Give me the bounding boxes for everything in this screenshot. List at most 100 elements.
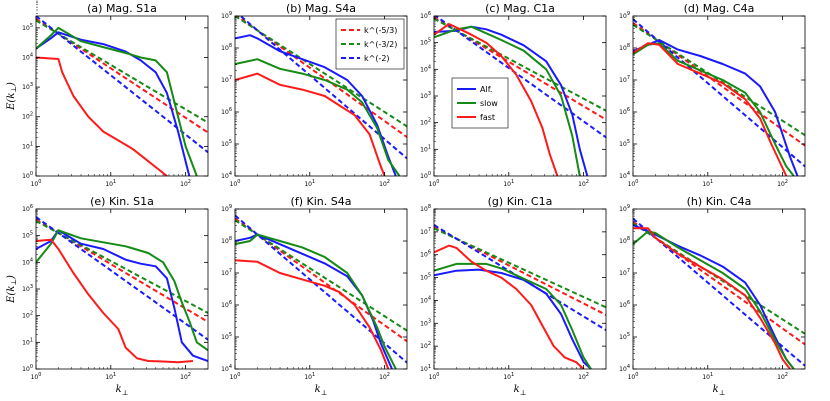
series-fast <box>434 244 585 369</box>
series-slow <box>36 26 198 176</box>
ref-line-k-2 <box>36 216 208 341</box>
y-tick-label: 105 <box>221 332 232 341</box>
y-tick-label: 107 <box>221 75 232 84</box>
panel-title: (c) Mag. C1a <box>485 2 555 15</box>
x-axis-label: k⊥ <box>116 384 129 397</box>
y-tick-label: 104 <box>221 364 232 373</box>
series-alf <box>235 34 397 176</box>
y-tick-label: 106 <box>221 300 232 309</box>
y-tick-label: 108 <box>619 43 630 52</box>
panel-title: (b) Mag. S4a <box>286 2 356 15</box>
panel-title: (a) Mag. S1a <box>87 2 157 15</box>
y-tick-label: 107 <box>420 227 431 236</box>
x-tick-label: 102 <box>578 372 589 381</box>
series-slow <box>235 233 397 369</box>
y-tick-label: 106 <box>420 11 431 20</box>
x-tick-label: 102 <box>379 179 390 188</box>
legend-power-laws: k^(-5/3) k^(-3/2) k^(-2) <box>335 18 405 70</box>
y-tick-label: 103 <box>22 284 33 293</box>
plot-frame <box>632 15 806 177</box>
y-tick-label: 105 <box>420 273 431 282</box>
series-fast <box>36 56 168 176</box>
y-tick-label: 100 <box>22 171 33 180</box>
series-slow <box>235 58 401 176</box>
ref-line-k-2 <box>434 16 606 139</box>
y-tick-label: 101 <box>22 141 33 150</box>
x-tick-label: 101 <box>503 179 514 188</box>
y-tick-label: 103 <box>420 91 431 100</box>
y-tick-label: 109 <box>221 204 232 213</box>
x-tick-label: 102 <box>777 179 788 188</box>
series-slow <box>434 25 581 176</box>
y-tick-label: 105 <box>221 139 232 148</box>
x-tick-label: 100 <box>429 372 440 381</box>
plot-frame <box>234 208 408 370</box>
y-tick-label: 104 <box>420 64 431 73</box>
series-alf <box>36 229 208 362</box>
x-tick-label: 100 <box>628 179 639 188</box>
panel-title: (f) Kin. S4a <box>291 195 352 208</box>
panel-title: (g) Kin. C1a <box>488 195 553 208</box>
panel-6: (f) Kin. S4a 104 105 106 107 108 109 100 101 102 k… <box>221 195 408 397</box>
plot-frame <box>234 15 408 177</box>
y-tick-label: 102 <box>22 311 33 320</box>
series-fast <box>633 227 791 369</box>
y-tick-label: 101 <box>420 144 431 153</box>
x-axis-label: k⊥ <box>315 384 328 397</box>
x-tick-label: 102 <box>180 372 191 381</box>
x-tick-label: 102 <box>180 179 191 188</box>
series-alf <box>36 31 191 176</box>
x-tick-label: 100 <box>230 179 241 188</box>
y-tick-label: 101 <box>420 364 431 373</box>
y-tick-label: 106 <box>619 107 630 116</box>
y-tick-label: 102 <box>420 341 431 350</box>
panel-title: (e) Kin. S1a <box>90 195 154 208</box>
y-tick-label: 107 <box>619 268 630 277</box>
panel-3: (c) Mag. C1a 100 101 102 103 104 105 106 100 101 1… <box>420 2 607 188</box>
x-tick-label: 101 <box>702 372 713 381</box>
series-slow <box>633 42 795 176</box>
y-tick-label: 108 <box>221 43 232 52</box>
y-tick-label: 104 <box>22 257 33 266</box>
y-tick-label: 102 <box>22 112 33 121</box>
series-fast <box>633 42 788 176</box>
y-tick-label: 100 <box>420 171 431 180</box>
ref-line-k-2 <box>36 16 208 154</box>
legend-label: k^(-5/3) <box>364 26 397 35</box>
series-fast <box>36 238 194 364</box>
panel-4: (d) Mag. C4a 104 105 106 107 108 109 100 101 102 <box>619 2 806 188</box>
x-tick-label: 101 <box>105 372 116 381</box>
y-tick-label: 104 <box>619 171 630 180</box>
series-fast <box>235 72 386 176</box>
y-tick-label: 101 <box>22 337 33 346</box>
x-tick-label: 101 <box>105 179 116 188</box>
y-tick-label: 105 <box>22 231 33 240</box>
ref-line-k-3-2 <box>36 220 208 314</box>
y-tick-label: 104 <box>22 52 33 61</box>
x-tick-label: 100 <box>230 372 241 381</box>
y-axis-label: E(k⊥) <box>6 82 18 111</box>
ref-line-k-5-3 <box>36 218 208 323</box>
y-tick-label: 105 <box>619 332 630 341</box>
y-tick-label: 108 <box>420 204 431 213</box>
series-slow <box>434 262 592 369</box>
series-slow <box>36 229 208 352</box>
y-tick-label: 104 <box>619 364 630 373</box>
x-tick-label: 101 <box>503 372 514 381</box>
x-axis-label: k⊥ <box>713 384 726 397</box>
panel-2: (b) Mag. S4a 104 105 106 107 108 109 100 101 102 k… <box>221 2 408 188</box>
y-tick-label: 104 <box>221 171 232 180</box>
y-axis-label: E(k⊥) <box>6 275 18 304</box>
series-alf <box>633 224 795 369</box>
x-tick-label: 102 <box>578 179 589 188</box>
y-tick-label: 106 <box>619 300 630 309</box>
y-tick-label: 106 <box>221 107 232 116</box>
plot-frame <box>632 208 806 370</box>
y-tick-label: 103 <box>22 82 33 91</box>
series-fast <box>235 259 390 369</box>
legend-label: slow <box>480 99 498 108</box>
x-tick-label: 102 <box>379 372 390 381</box>
x-tick-label: 100 <box>429 179 440 188</box>
series-alf <box>434 268 592 369</box>
y-tick-label: 105 <box>619 139 630 148</box>
